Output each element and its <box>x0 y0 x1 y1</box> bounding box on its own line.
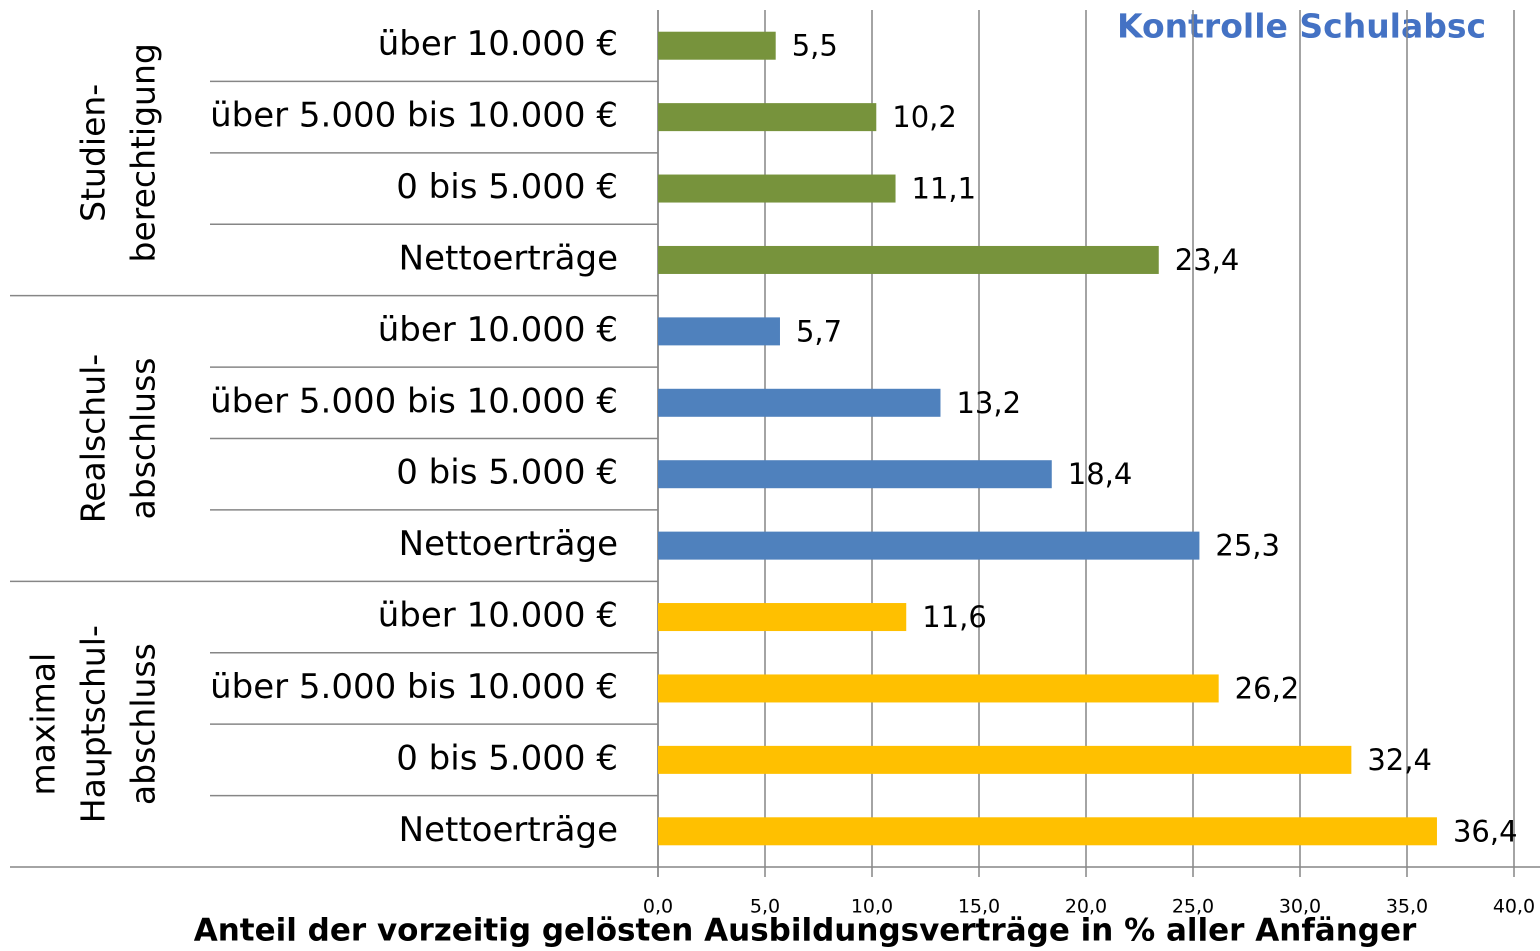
bar <box>658 317 780 346</box>
category-label: Nettoerträge <box>399 238 618 278</box>
group-label: maximal <box>24 653 63 796</box>
category-label: über 10.000 € <box>378 24 618 64</box>
value-label: 18,4 <box>1068 457 1133 491</box>
category-label: über 5.000 bis 10.000 € <box>210 96 618 136</box>
bar <box>658 531 1200 560</box>
bar <box>658 603 907 632</box>
x-tick-label: 25,0 <box>1172 896 1214 918</box>
group-label: Hauptschul- <box>74 625 113 823</box>
bar <box>658 817 1437 846</box>
x-tick-label: 0,0 <box>643 896 673 918</box>
category-label: Nettoerträge <box>399 810 618 850</box>
bar <box>658 31 776 60</box>
group-label: abschluss <box>124 643 163 805</box>
value-label: 10,2 <box>892 100 957 134</box>
x-tick-label: 5,0 <box>750 896 780 918</box>
group-label: Studien- <box>74 84 113 222</box>
group-label: abschluss <box>124 358 163 520</box>
bar <box>658 745 1352 774</box>
x-tick-label: 10,0 <box>851 896 893 918</box>
x-tick-label: 15,0 <box>958 896 1000 918</box>
chart-title: Kontrolle Schulabsc <box>1117 7 1486 46</box>
value-label: 25,3 <box>1215 529 1280 563</box>
category-label: 0 bis 5.000 € <box>396 167 618 207</box>
value-label: 36,4 <box>1453 814 1518 848</box>
bar <box>658 674 1219 703</box>
category-label: über 10.000 € <box>378 596 618 636</box>
x-axis-title: Anteil der vorzeitig gelösten Ausbildung… <box>194 913 1417 949</box>
value-label: 5,7 <box>796 314 842 348</box>
value-label: 23,4 <box>1175 243 1240 277</box>
group-label: berechtigung <box>124 43 163 262</box>
category-label: über 10.000 € <box>378 310 618 350</box>
bar <box>658 174 896 203</box>
bar <box>658 245 1159 274</box>
value-label: 11,1 <box>912 172 977 206</box>
bar <box>658 460 1052 489</box>
x-tick-label: 35,0 <box>1386 896 1428 918</box>
value-label: 13,2 <box>956 386 1021 420</box>
category-label: über 5.000 bis 10.000 € <box>210 381 618 421</box>
category-label: Nettoerträge <box>399 524 618 564</box>
x-tick-label: 20,0 <box>1065 896 1107 918</box>
group-label: Realschul- <box>74 354 113 523</box>
category-label: über 5.000 bis 10.000 € <box>210 667 618 707</box>
bar <box>658 388 941 417</box>
x-tick-label: 40,0 <box>1493 896 1535 918</box>
value-label: 32,4 <box>1367 743 1432 777</box>
category-label: 0 bis 5.000 € <box>396 738 618 778</box>
x-tick-label: 30,0 <box>1279 896 1321 918</box>
value-label: 26,2 <box>1235 671 1300 705</box>
value-label: 11,6 <box>922 600 987 634</box>
bar <box>658 103 877 132</box>
value-label: 5,5 <box>792 29 838 63</box>
category-label: 0 bis 5.000 € <box>396 453 618 493</box>
